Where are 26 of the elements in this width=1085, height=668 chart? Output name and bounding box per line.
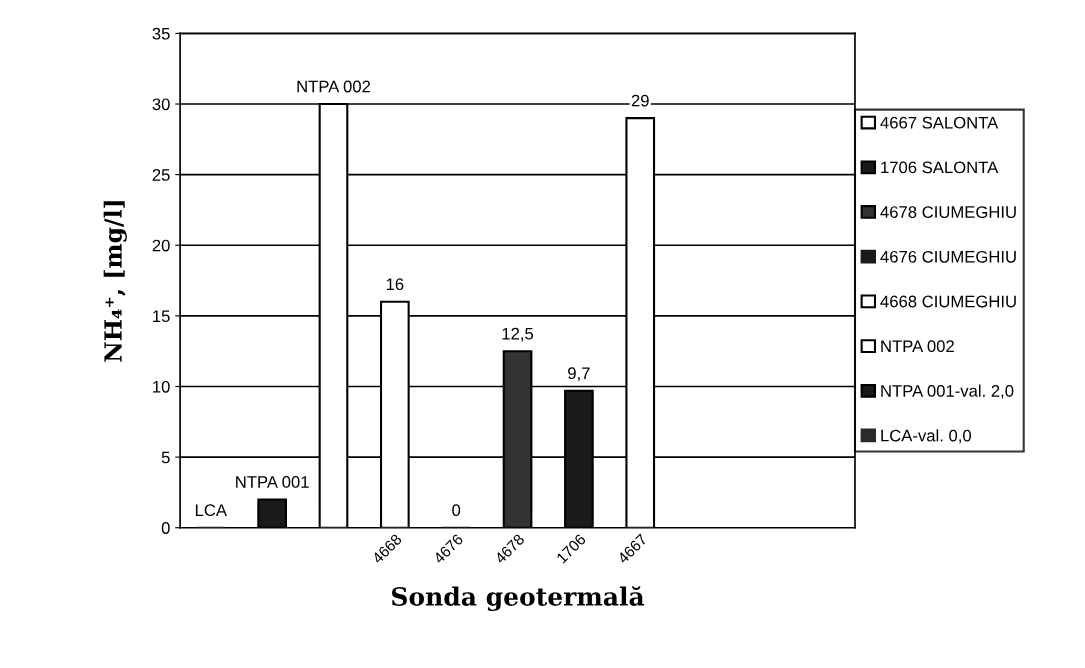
y-tick-label: 5 [161, 451, 170, 464]
legend-label: 4676 CIUMEGHIU [880, 250, 1016, 263]
legend-label: 1706 SALONTA [881, 161, 999, 174]
legend-label: 4668 CIUMEGHIU [880, 295, 1016, 308]
legend-label: NTPA 002 [881, 340, 954, 353]
data-label: 16 [386, 278, 404, 291]
data-label: 29 [631, 94, 649, 107]
data-label: NTPA 002 [297, 80, 371, 93]
y-axis-title: NH₄⁺, [mg/l] [103, 201, 127, 362]
y-tick-label: 30 [152, 98, 170, 111]
legend-label: LCA-val. 0,0 [881, 429, 972, 444]
data-label: LCA [195, 504, 227, 517]
y-tick-label: 25 [152, 169, 170, 181]
y-tick-label: 20 [152, 239, 170, 252]
data-label: 0 [452, 504, 461, 517]
x-axis-title: Sonda geotermală [392, 586, 645, 612]
y-tick-label: 0 [161, 522, 170, 534]
data-label: 12,5 [502, 327, 534, 342]
y-tick-label: 35 [152, 27, 170, 40]
data-label: 9,7 [568, 367, 590, 382]
y-tick-label: 10 [153, 380, 170, 393]
data-label: NTPA 001 [236, 476, 309, 488]
legend-label: NTPA 001-val. 2,0 [881, 384, 1014, 399]
legend-label: 4667 SALONTA [880, 116, 999, 129]
y-tick-label: 15 [153, 310, 170, 323]
legend-label: 4678 CIUMEGHIU [880, 206, 1016, 218]
